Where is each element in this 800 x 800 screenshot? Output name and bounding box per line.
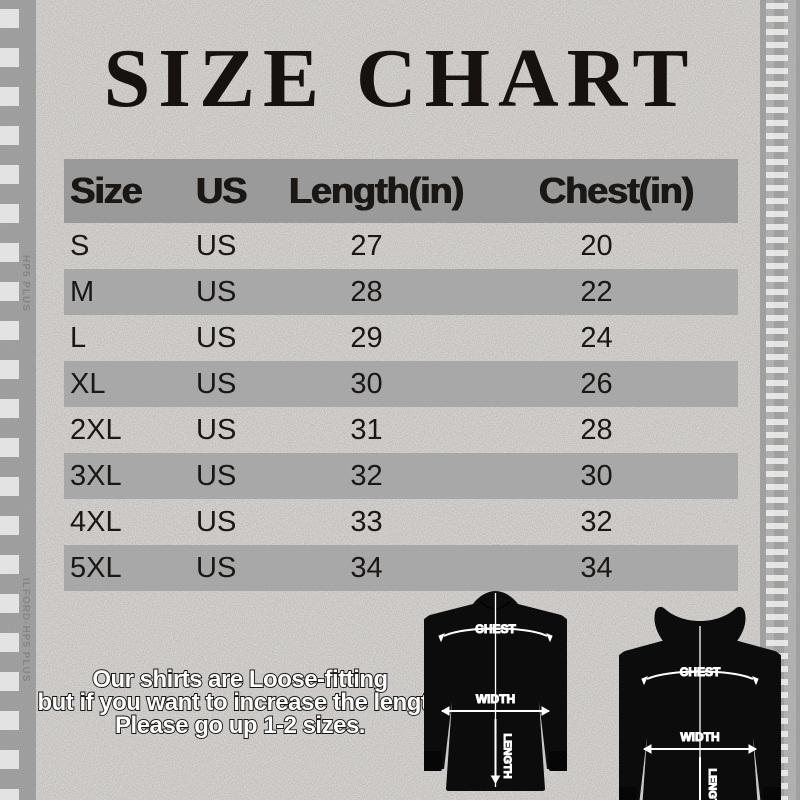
svg-text:LENGTH: LENGTH: [501, 733, 513, 778]
svg-text:WIDTH: WIDTH: [476, 692, 515, 706]
svg-text:CHEST: CHEST: [680, 665, 721, 679]
svg-text:WIDTH: WIDTH: [680, 730, 719, 744]
svg-text:LENGTH: LENGTH: [706, 768, 718, 800]
svg-text:CHEST: CHEST: [475, 622, 516, 636]
